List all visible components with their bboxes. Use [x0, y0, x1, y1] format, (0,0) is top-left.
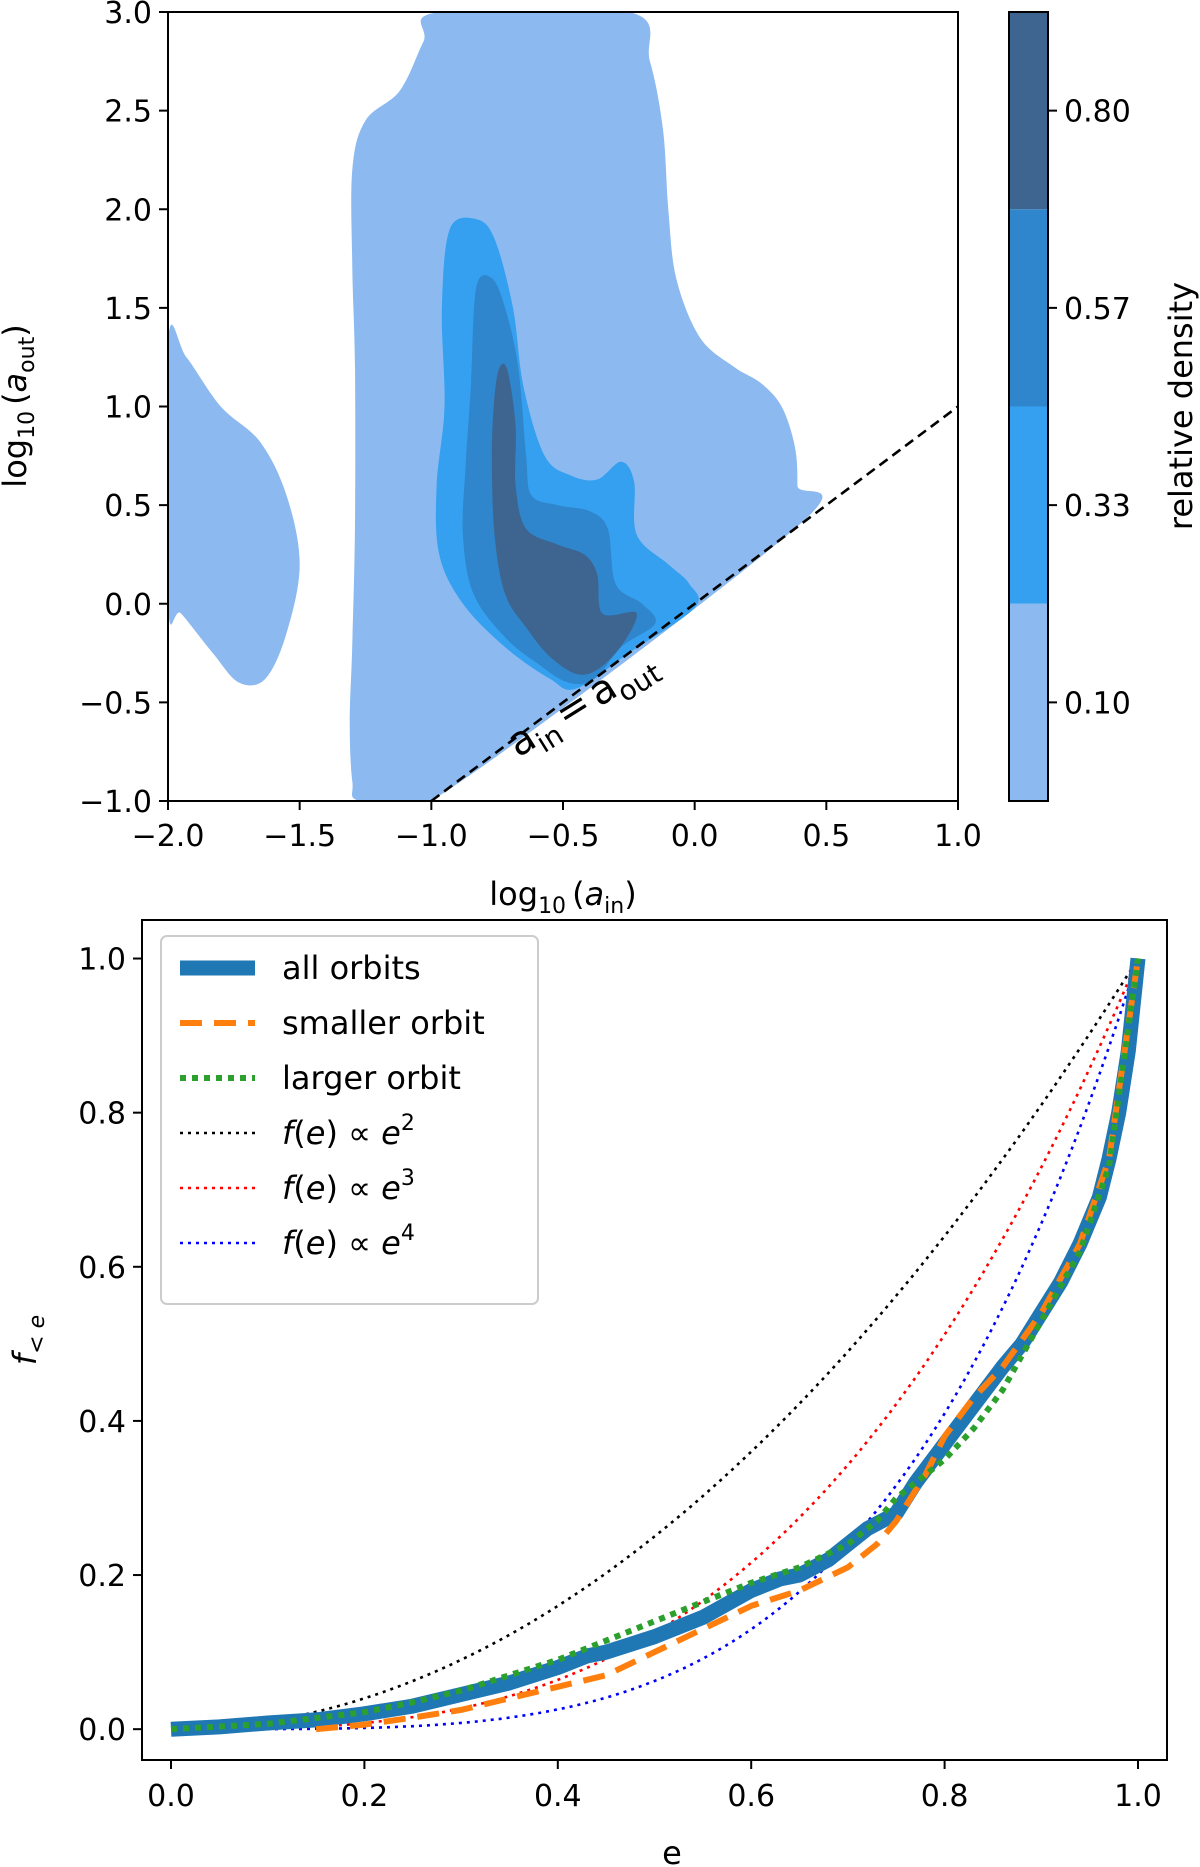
contour-x-tick-label: 0.0 [671, 819, 719, 854]
series-power-2-line [170, 957, 1140, 1731]
contour-y-tick-label: 1.5 [104, 292, 152, 327]
contour-y-tick-label: 0.0 [104, 588, 152, 623]
contour-regions [168, 12, 823, 801]
cdf-y-tick-label: 0.4 [78, 1405, 126, 1440]
cdf-y-tick-label: 0.6 [78, 1251, 126, 1286]
cdf-x-tick-label: 0.8 [921, 1779, 969, 1814]
cdf-curves [170, 957, 1146, 1737]
contour-x-tick-label: −2.0 [132, 819, 205, 854]
series-smaller-orbit-line [315, 958, 1141, 1733]
cdf-panel: 0.0 0.2 0.4 0.6 0.8 1.0 0.00.20.40.60.81.0 e … [6, 919, 1168, 1867]
legend-item: f(e) ∝ e3 [180, 1166, 415, 1207]
cdf-x-tick-label: 1.0 [1114, 1779, 1162, 1814]
legend-label: larger orbit [282, 1059, 461, 1097]
cdf-y-tick-label: 1.0 [78, 943, 126, 978]
colorbar-tick-label: 0.80 [1064, 95, 1131, 130]
legend-item: all orbits [180, 949, 421, 987]
colorbar-tick-label: 0.57 [1064, 292, 1131, 327]
legend-item: larger orbit [180, 1059, 461, 1097]
cdf-x-ticks: 0.0 0.2 0.4 0.6 0.8 1.0 [147, 1760, 1162, 1814]
legend: all orbits smaller orbit larger orbit f(e) … [160, 935, 539, 1305]
legend-label: all orbits [282, 949, 421, 987]
contour-y-tick-label: −0.5 [79, 686, 152, 721]
contour-level-1-region-1 [168, 324, 300, 686]
colorbar-band-2 [1009, 406, 1048, 604]
cdf-y-label: f< e [6, 1315, 50, 1365]
colorbar-band-3 [1009, 209, 1048, 407]
colorbar-ticks: 0.10 0.33 0.57 0.80 [1048, 95, 1131, 721]
legend-label: f(e) ∝ e4 [282, 1221, 415, 1262]
contour-x-tick-label: −0.5 [527, 819, 600, 854]
colorbar-tick-label: 0.10 [1064, 686, 1131, 721]
contour-y-tick-label: 0.5 [104, 489, 152, 524]
cdf-y-tick-label: 0.0 [78, 1713, 126, 1748]
cdf-x-tick-label: 0.6 [727, 1779, 775, 1814]
series-all-orbits-line [170, 957, 1146, 1737]
legend-label: f(e) ∝ e2 [282, 1111, 415, 1152]
contour-level-4-region-0 [491, 363, 637, 675]
colorbar-bands [1009, 12, 1048, 801]
legend-item: f(e) ∝ e4 [180, 1221, 415, 1262]
colorbar-band-1 [1009, 603, 1048, 801]
cdf-x-tick-label: 0.0 [147, 1779, 195, 1814]
colorbar: 0.10 0.33 0.57 0.80 relative density [1008, 11, 1200, 802]
cdf-y-tick-label: 0.2 [78, 1559, 126, 1594]
cdf-x-tick-label: 0.4 [534, 1779, 582, 1814]
contour-x-label: log10 (ain) [489, 875, 636, 919]
legend-item: smaller orbit [180, 1004, 485, 1042]
cdf-axes-frame [141, 919, 1168, 1761]
contour-x-tick-label: 0.5 [802, 819, 850, 854]
colorbar-tick-label: 0.33 [1064, 489, 1131, 524]
contour-y-tick-label: 2.0 [104, 193, 152, 228]
colorbar-band-4 [1009, 12, 1048, 210]
ain-equals-aout-line [430, 405, 959, 803]
legend-frame [160, 935, 539, 1305]
contour-y-tick-label: 3.0 [104, 0, 152, 31]
contour-x-tick-label: −1.0 [395, 819, 468, 854]
contour-x-tick-label: 1.0 [934, 819, 982, 854]
contour-x-tick-label: −1.5 [263, 819, 336, 854]
legend-label: f(e) ∝ e3 [282, 1166, 415, 1207]
contour-y-ticks: −1.0 −0.5 0.0 0.5 1.0 1.5 2.0 2.5 3.0 [79, 0, 168, 820]
contour-y-tick-label: −1.0 [79, 785, 152, 820]
legend-label: smaller orbit [282, 1004, 485, 1042]
cdf-x-tick-label: 0.2 [341, 1779, 389, 1814]
legend-item: f(e) ∝ e2 [180, 1111, 415, 1152]
contour-y-label: log10(aout) [0, 324, 40, 487]
cdf-x-label: e [662, 1834, 682, 1867]
contour-panel: ain=aout −2.0 −1.5 −1.0 −0.5 0.0 0.5 1.0 −1.0−… [0, 0, 982, 919]
series-larger-orbit-line [170, 958, 1141, 1733]
colorbar-label: relative density [1162, 282, 1200, 530]
colorbar-frame [1008, 11, 1049, 802]
contour-y-tick-label: 2.5 [104, 95, 152, 130]
cdf-y-ticks: 0.0 0.2 0.4 0.6 0.8 1.0 [78, 943, 142, 1748]
cdf-y-tick-label: 0.8 [78, 1097, 126, 1132]
contour-y-tick-label: 1.0 [104, 391, 152, 426]
contour-x-ticks: −2.0 −1.5 −1.0 −0.5 0.0 0.5 1.0 [132, 801, 982, 854]
